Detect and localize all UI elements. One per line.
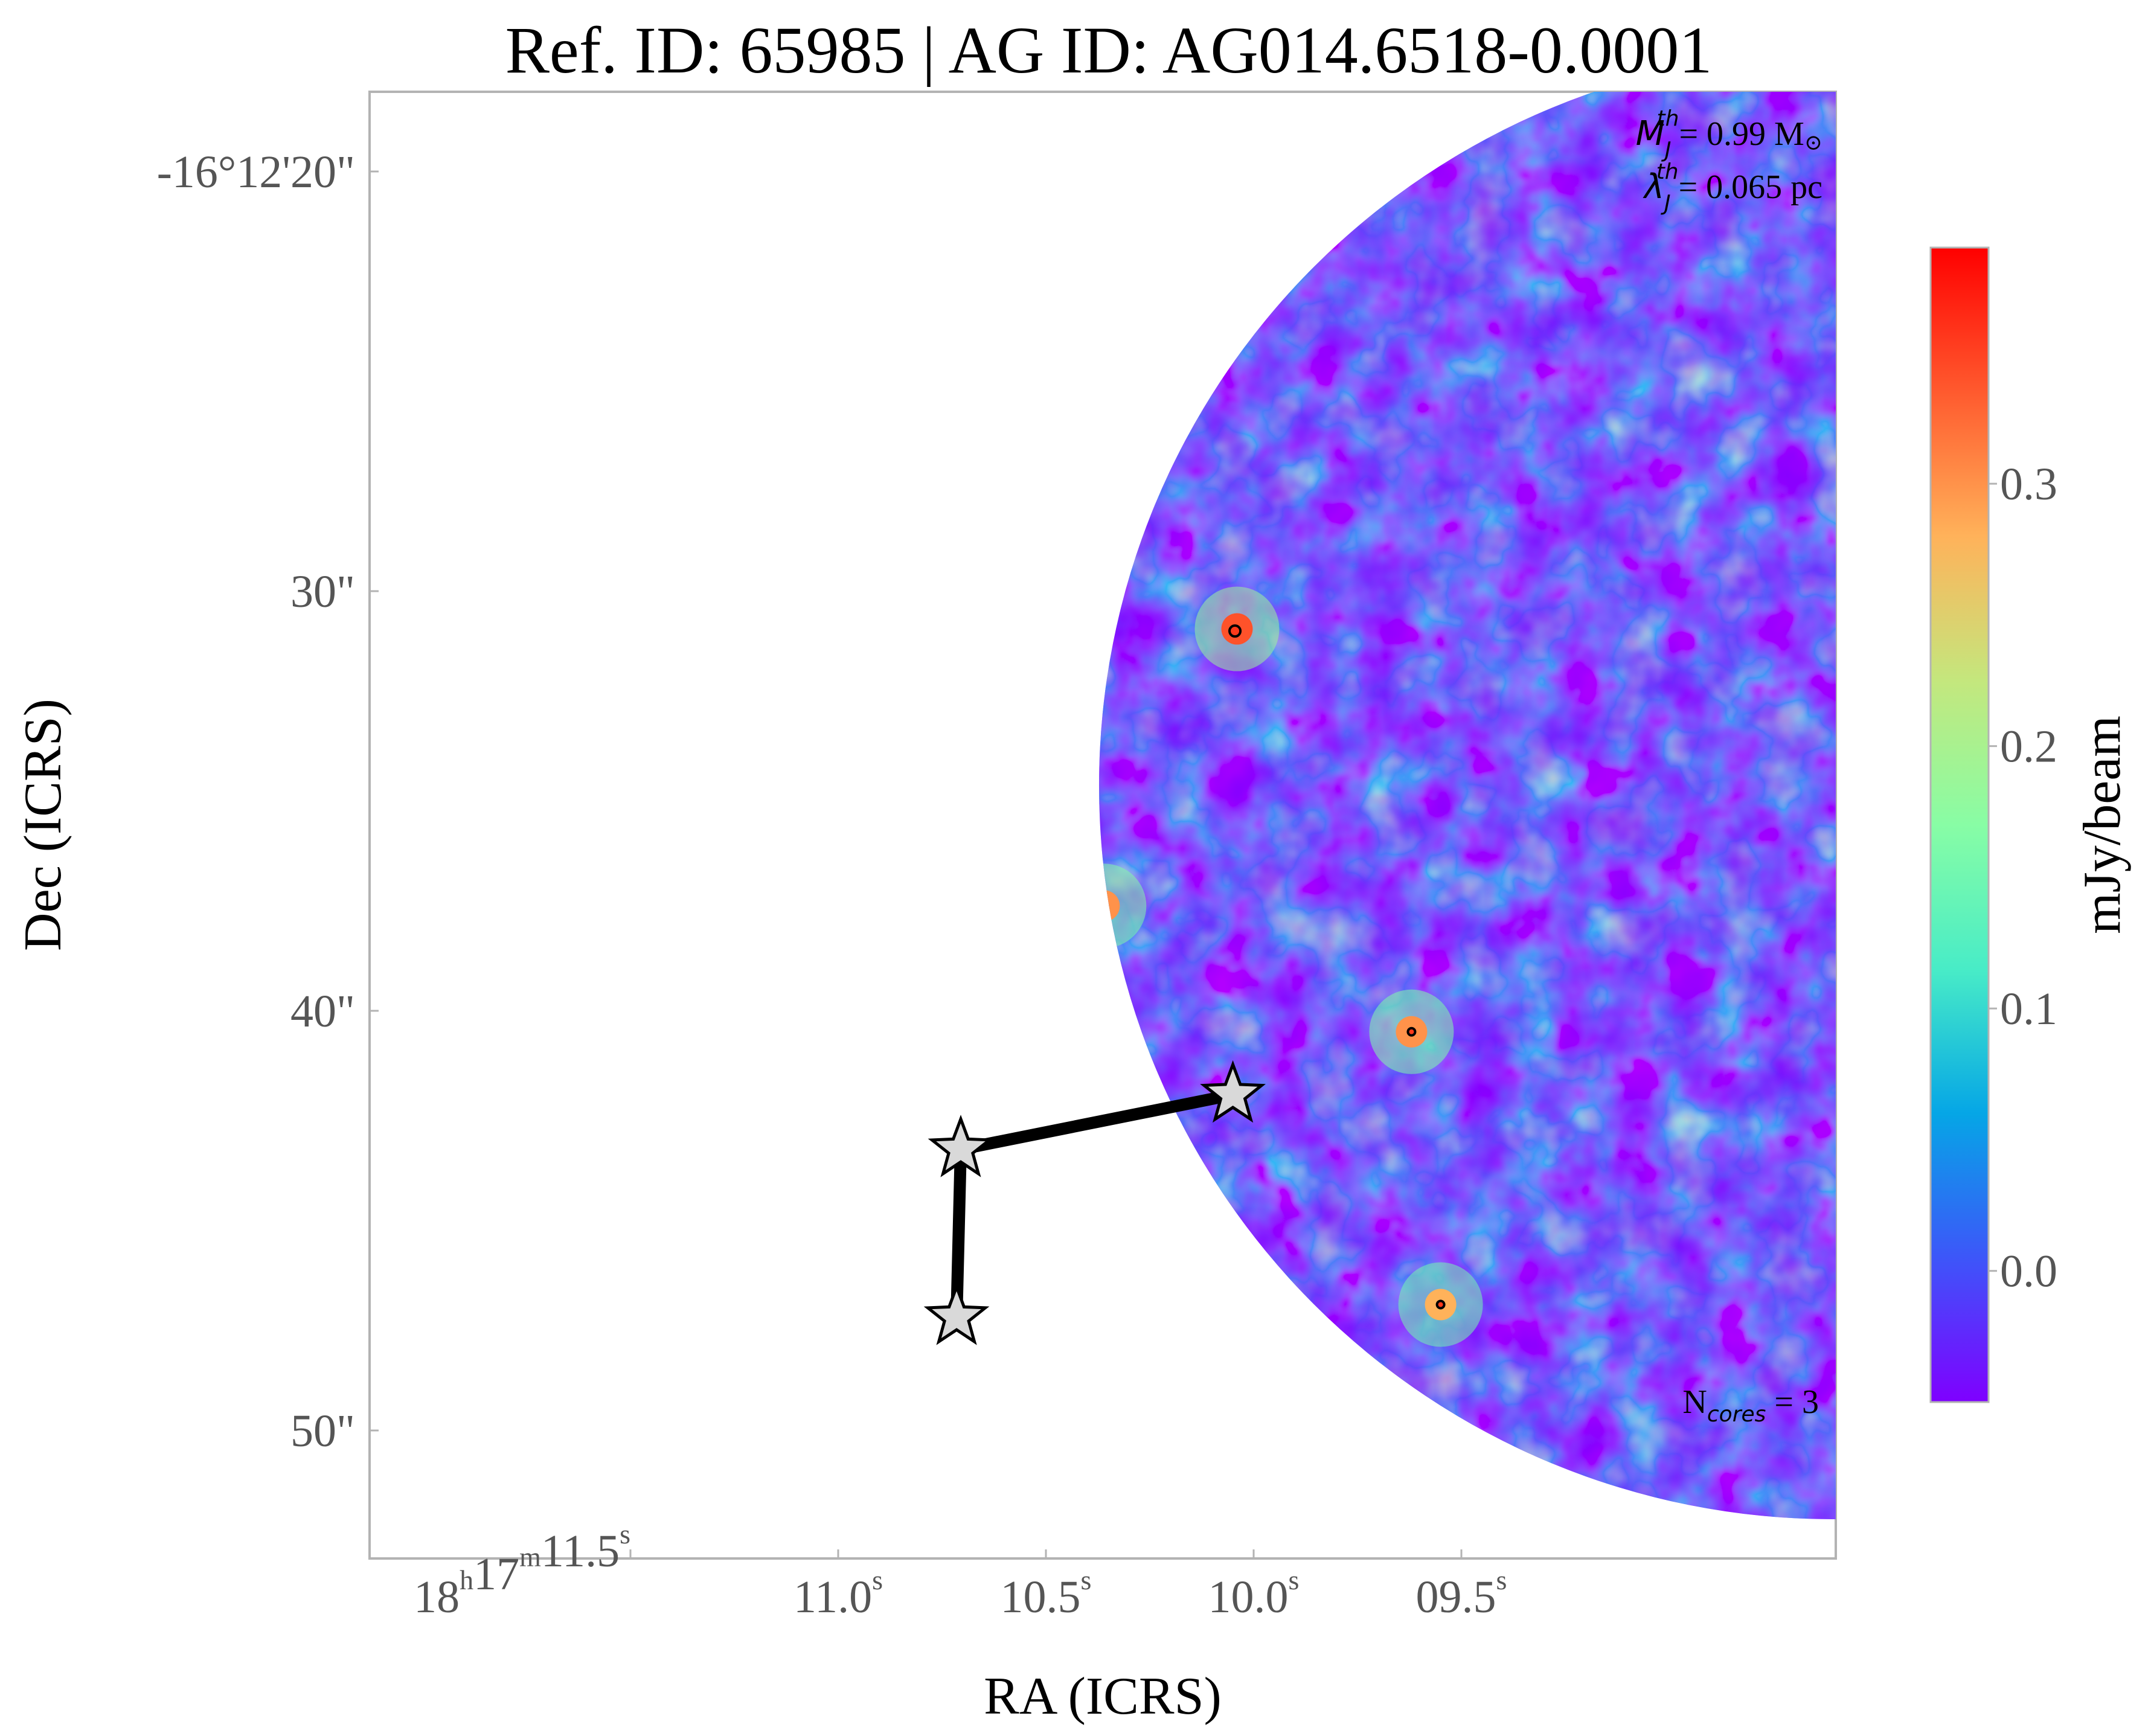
contour-line xyxy=(1051,1005,1058,1013)
colorbar: 0.0 0.1 0.2 0.3 mJy/beam xyxy=(1929,246,2132,1403)
bright-region xyxy=(839,601,871,632)
bright-region xyxy=(902,1251,933,1283)
bright-region xyxy=(1059,336,1091,368)
jeans-length-annotation: λJth= 0.065 pc xyxy=(1643,159,1822,216)
x-tick-label: 09.5s xyxy=(1416,1565,1507,1622)
y-tick-label: -16°12'20" xyxy=(157,147,355,197)
contour-line xyxy=(1025,1219,1034,1227)
contour-line xyxy=(930,1368,937,1376)
bright-region xyxy=(1013,1205,1045,1237)
y-tick-label: 30" xyxy=(290,566,355,617)
contour-line xyxy=(814,1104,821,1111)
contour-line xyxy=(1099,901,1109,911)
bright-region-halo xyxy=(783,1031,868,1116)
bright-region xyxy=(690,530,721,561)
colorbar-tick-label: 0.1 xyxy=(2000,984,2057,1034)
bright-region-halo xyxy=(987,1179,1071,1263)
x-tick-label: 10.5s xyxy=(1001,1565,1092,1622)
bright-region xyxy=(756,592,787,624)
y-tick-label: 50" xyxy=(290,1406,355,1456)
core-star-icon xyxy=(1200,1060,1266,1123)
x-tick-labels: 18h17m11.5s 11.0s 10.5s 10.0s 09.5s xyxy=(414,1519,1507,1622)
bright-region-halo xyxy=(775,1065,860,1150)
bright-region-halo xyxy=(975,566,1059,650)
bright-region xyxy=(1001,592,1033,624)
contour-line xyxy=(768,604,776,612)
contour-line xyxy=(933,1066,943,1077)
contour-line xyxy=(524,446,554,476)
contour-line xyxy=(849,610,861,622)
bright-region-halo xyxy=(875,1225,960,1309)
contour-line xyxy=(689,336,696,343)
contour-line xyxy=(1011,604,1019,612)
contour-line xyxy=(987,620,996,629)
bright-region xyxy=(976,609,1008,641)
bright-region-halo xyxy=(950,583,1034,667)
ncores-annotation: Ncores = 3 xyxy=(1682,1383,1819,1427)
bright-region xyxy=(989,697,1020,729)
contour-line xyxy=(908,1258,926,1276)
bright-region xyxy=(1039,991,1070,1022)
colorbar-tick-label: 0.3 xyxy=(2000,459,2057,510)
x-tick-label: 11.0s xyxy=(793,1565,883,1622)
colorbar-tick-label: 0.2 xyxy=(2000,722,2057,772)
x-axis-label: RA (ICRS) xyxy=(984,1667,1222,1726)
core-star-icon xyxy=(923,1283,990,1345)
x-tick-label: 18h17m11.5s xyxy=(414,1519,630,1622)
x-tick-label: 10.0s xyxy=(1208,1565,1300,1622)
bright-region-halo xyxy=(650,297,735,382)
map-noise-texture xyxy=(1099,92,1836,1519)
bright-region-halo xyxy=(813,574,897,659)
y-tick-labels: -16°12'20" 30" 40" 50" xyxy=(157,147,379,1456)
y-tick-label: 40" xyxy=(290,986,355,1037)
bright-region xyxy=(810,1058,841,1089)
core-markers xyxy=(923,1060,1266,1345)
bright-region-halo xyxy=(1099,863,1147,949)
contour-line xyxy=(822,1074,829,1081)
colorbar-ticks: 0.0 0.1 0.2 0.3 xyxy=(1989,459,2057,1297)
chart-title: Ref. ID: 65985 | AG ID: AG014.6518-0.000… xyxy=(505,13,1713,87)
contour-line xyxy=(1228,624,1242,638)
bright-region xyxy=(922,1054,954,1085)
core-star-icon xyxy=(928,1115,994,1177)
bright-region-halo xyxy=(896,1027,980,1112)
bright-region xyxy=(1099,890,1120,922)
y-axis-label: Dec (ICRS) xyxy=(14,699,72,951)
fov-map xyxy=(497,92,1836,1519)
contour-line xyxy=(1406,1027,1417,1037)
colorbar-label: mJy/beam xyxy=(2073,716,2132,934)
bright-region xyxy=(802,1092,833,1123)
bright-region xyxy=(524,446,555,477)
bright-region xyxy=(677,324,708,355)
colorbar-bar xyxy=(1929,246,1990,1403)
bright-region-halo xyxy=(1099,309,1118,394)
bright-region-halo xyxy=(497,419,582,504)
contour-line xyxy=(1435,1299,1446,1310)
bright-region xyxy=(922,1356,954,1388)
bright-region-halo xyxy=(962,671,1047,755)
bright-region-halo xyxy=(663,503,748,588)
mst-edge xyxy=(954,1089,1239,1156)
contour-line xyxy=(699,541,711,553)
bright-region-halo xyxy=(729,566,814,650)
bright-region-halo xyxy=(1012,964,1097,1049)
jeans-mass-annotation: MJth= 0.99 M⊙ xyxy=(1636,106,1822,162)
colorbar-tick-label: 0.0 xyxy=(2000,1246,2057,1297)
